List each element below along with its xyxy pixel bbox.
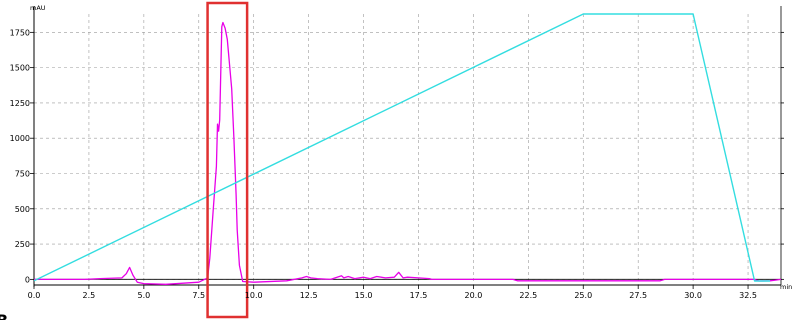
tick-marks — [30, 31, 784, 289]
highlight-region — [206, 1, 249, 319]
y-tick-label: 1250 — [10, 99, 30, 108]
x-tick-label: 5.0 — [137, 291, 150, 300]
x-tick-label: 2.5 — [83, 291, 96, 300]
x-tick-label: 32.5 — [739, 291, 757, 300]
series-traces — [34, 13, 781, 285]
x-tick-label: 27.5 — [629, 291, 647, 300]
y-tick-label: 1000 — [10, 134, 30, 143]
x-tick-label: 10.0 — [245, 291, 263, 300]
y-unit-label: mAU — [30, 4, 46, 12]
x-tick-label: 30.0 — [684, 291, 702, 300]
series-line-gradient — [34, 13, 770, 282]
grid-lines — [34, 14, 781, 285]
y-tick-label: 500 — [15, 205, 30, 214]
corner-mark: B — [0, 311, 8, 320]
x-tick-label: 12.5 — [300, 291, 318, 300]
x-tick-label: 25.0 — [574, 291, 592, 300]
x-tick-label: 20.0 — [465, 291, 483, 300]
series-line-absorbance — [34, 21, 781, 285]
y-tick-label: 250 — [15, 240, 30, 249]
x-unit-label: min — [780, 283, 792, 291]
x-tick-label: 22.5 — [519, 291, 537, 300]
highlight-box — [206, 1, 249, 319]
y-tick-label: 0 — [25, 275, 30, 284]
axis-labels: mAU min B 0.0 2.5 5.0 7.5 10.0 12.5 15.0 17.5 20… — [0, 4, 792, 320]
x-tick-label: 7.5 — [192, 291, 205, 300]
x-tick-label: 15.0 — [355, 291, 373, 300]
x-tick-label: 0.0 — [28, 291, 41, 300]
x-tick-label: 17.5 — [410, 291, 428, 300]
y-tick-label: 1750 — [10, 28, 30, 37]
y-tick-label: 750 — [15, 169, 30, 178]
axes — [33, 6, 782, 287]
y-tick-label: 1500 — [10, 64, 30, 73]
